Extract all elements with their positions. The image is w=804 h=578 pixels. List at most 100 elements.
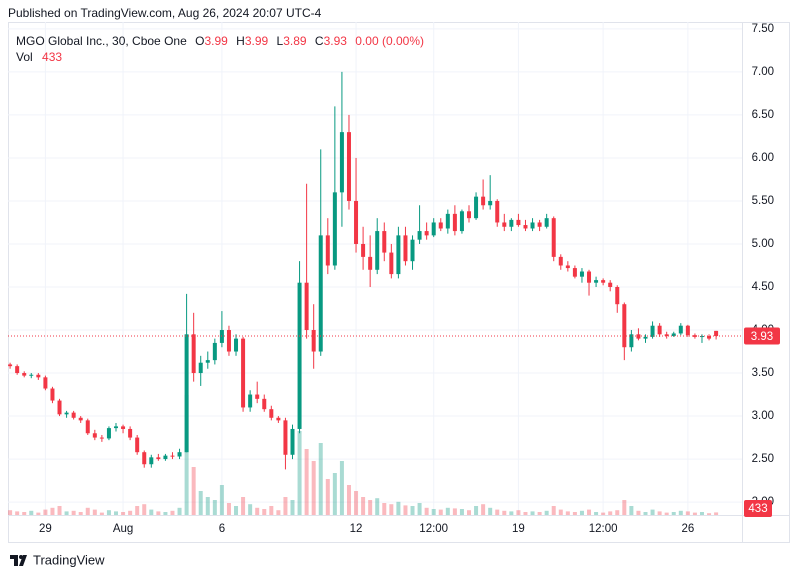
candle-body <box>431 222 436 236</box>
x-tick-label: 29 <box>39 523 52 535</box>
candle-body <box>163 455 168 460</box>
volume-bar <box>212 500 217 515</box>
volume-bar <box>650 509 655 515</box>
candle-body <box>191 334 196 374</box>
volume-bar <box>262 509 267 515</box>
volume-bar <box>375 498 380 515</box>
volume-bar <box>424 507 429 515</box>
volume-bar <box>417 503 422 515</box>
candle-body <box>579 271 584 277</box>
volume-bar <box>481 504 486 515</box>
candle-body <box>269 409 274 418</box>
volume-bar <box>361 497 366 515</box>
volume-bar <box>396 501 401 515</box>
last-price-label: 3.93 <box>751 331 773 343</box>
candle-body <box>311 330 316 352</box>
candle-body <box>128 428 133 438</box>
volume-bar <box>502 510 507 515</box>
volume-bar <box>43 509 48 515</box>
x-tick-label: Aug <box>113 523 133 535</box>
candle-body <box>57 400 62 415</box>
volume-bar <box>226 503 231 515</box>
volume-bar <box>678 510 683 515</box>
volume-bar <box>114 511 118 515</box>
high-label: H <box>236 34 245 48</box>
candle-body <box>664 334 669 337</box>
volume-bar <box>685 511 690 515</box>
high-value: 3.99 <box>245 34 269 48</box>
candle-body <box>241 338 246 408</box>
volume-bar <box>657 511 662 515</box>
candle-body <box>502 222 507 227</box>
candle-body <box>558 256 563 266</box>
volume-bar <box>488 507 493 515</box>
volume-bar <box>509 511 514 515</box>
published-note: Published on TradingView.com, Aug 26, 20… <box>8 6 322 20</box>
candle-body <box>537 222 542 227</box>
candle-body <box>85 420 90 434</box>
volume-bar <box>382 503 387 515</box>
candle-body <box>71 412 76 418</box>
volume-bar <box>269 506 274 515</box>
last-price-badge <box>744 327 780 345</box>
candle-body <box>488 200 493 206</box>
volume-bar <box>318 443 323 515</box>
volume-bar <box>565 511 570 515</box>
volume-bar <box>410 506 415 515</box>
candle-body <box>106 428 111 439</box>
candle-body <box>149 457 154 465</box>
volume-bar <box>339 461 344 515</box>
candle-body <box>572 268 577 277</box>
volume-bar <box>636 510 641 515</box>
candle-body <box>495 200 500 223</box>
volume-value: 433 <box>42 50 62 64</box>
volume-bar <box>332 473 337 515</box>
candle-body <box>248 394 253 408</box>
y-tick-label: 6.00 <box>752 152 774 164</box>
candle-body <box>544 218 549 227</box>
volume-bar <box>664 512 669 515</box>
volume-bar <box>170 510 175 515</box>
volume-bar <box>22 512 27 515</box>
volume-legend: Vol 433 <box>16 50 62 64</box>
candle-body <box>474 196 479 219</box>
candle-body <box>29 374 34 376</box>
volume-bar <box>219 485 224 515</box>
candle-body <box>135 437 140 453</box>
candle-body <box>234 338 239 352</box>
chart-frame <box>8 22 790 543</box>
volume-bar <box>699 512 704 515</box>
y-tick-label: 7.00 <box>752 66 774 78</box>
volume-bar <box>608 511 613 515</box>
candle-body <box>226 330 231 352</box>
close-label: C <box>315 34 324 48</box>
candle-body <box>481 196 486 206</box>
candle-body <box>530 222 535 229</box>
candle-body <box>361 243 366 257</box>
volume-bar <box>594 512 599 515</box>
candle-body <box>601 280 606 283</box>
candle-body <box>339 132 344 193</box>
candle-body <box>184 334 189 453</box>
candle-body <box>156 457 161 460</box>
candle-body <box>198 362 203 374</box>
volume-bar <box>241 497 246 515</box>
open-label: O <box>195 34 204 48</box>
legend-line: MGO Global Inc., 30, Cboe One O3.99 H3.9… <box>16 34 424 48</box>
labels: 2.002.503.003.504.004.505.005.506.006.50… <box>39 23 780 535</box>
volume-bar <box>445 507 450 515</box>
volume-bar <box>205 497 210 515</box>
volume-bar <box>311 461 316 515</box>
volume-bar <box>643 512 648 515</box>
candle-body <box>587 271 592 283</box>
candle-body <box>452 213 457 232</box>
volume-bar <box>248 504 253 515</box>
candle-body <box>332 192 337 266</box>
volume-bar <box>85 507 90 515</box>
volume-bar <box>234 506 239 515</box>
volume-bar <box>601 512 606 515</box>
candle-body <box>212 342 217 361</box>
